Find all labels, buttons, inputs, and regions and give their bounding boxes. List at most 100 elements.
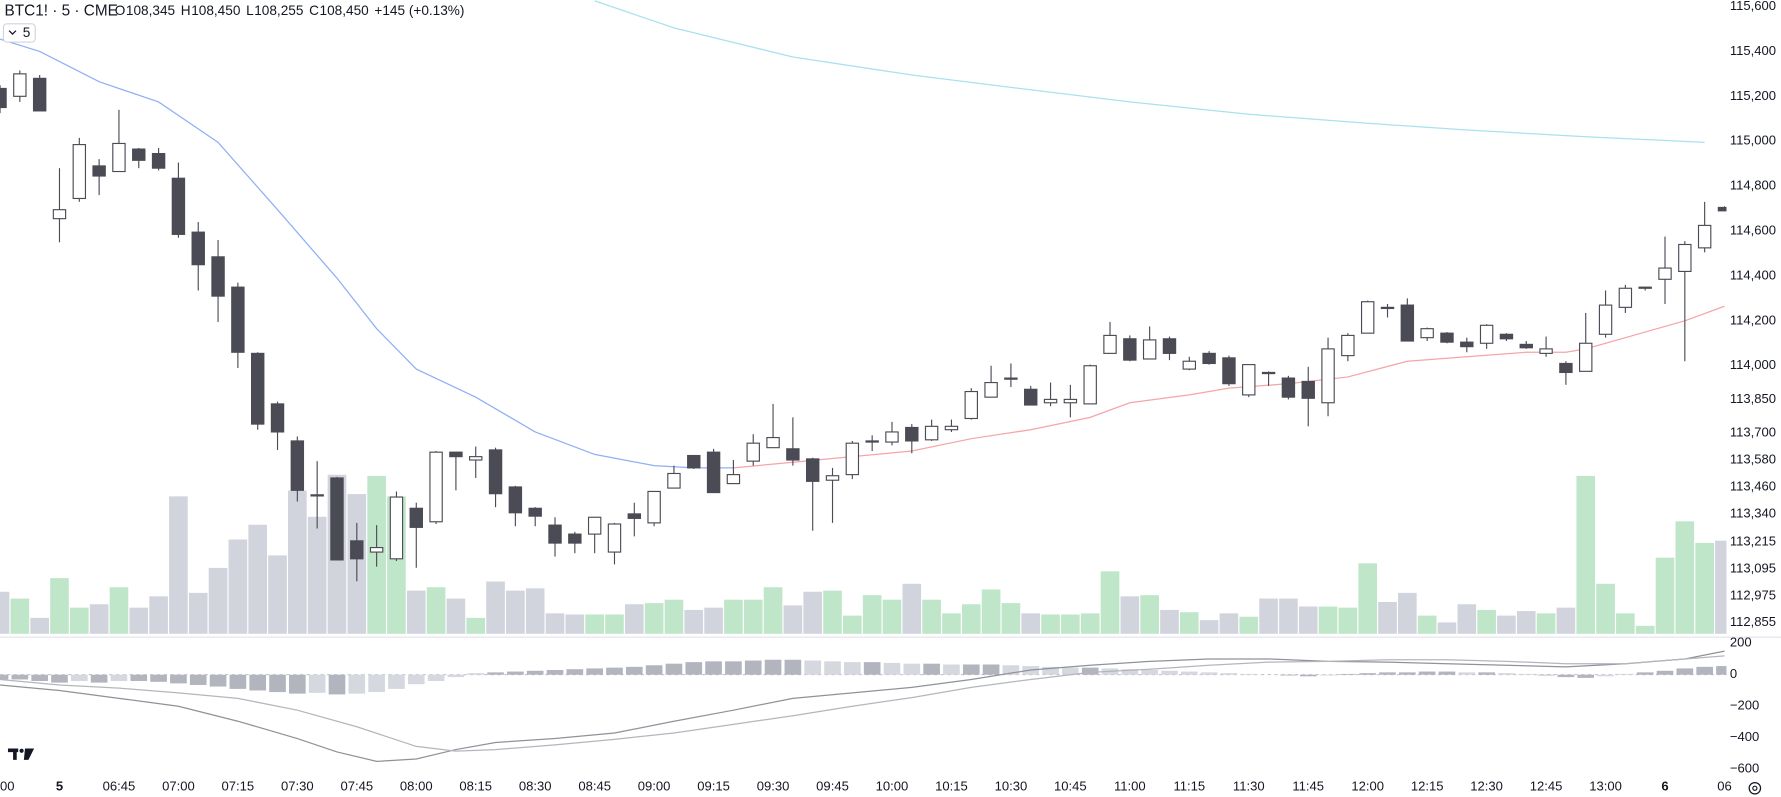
macd-histogram-bar — [1141, 669, 1158, 675]
macd-histogram-bar — [744, 660, 762, 675]
volume-bar — [1298, 606, 1318, 634]
macd-y-tick-label: −400 — [1730, 729, 1759, 744]
volume-bar — [1655, 557, 1675, 634]
macd-line — [0, 650, 1725, 763]
volume-bar — [743, 599, 763, 634]
macd-histogram-bar — [507, 671, 524, 675]
macd-histogram-bar — [606, 667, 623, 675]
macd-histogram-bar — [427, 674, 445, 682]
volume-bar — [50, 578, 69, 634]
candle-body — [449, 451, 463, 458]
volume-bar — [1695, 542, 1714, 634]
macd-histogram-bar — [1240, 673, 1258, 675]
macd-histogram-bar — [1597, 674, 1614, 677]
candle-body — [944, 425, 959, 431]
macd-histogram-bar — [1478, 672, 1495, 675]
candle-body — [627, 513, 642, 519]
macd-histogram-bar — [467, 673, 485, 675]
volume-bar — [1457, 604, 1477, 634]
candle-body — [587, 516, 602, 535]
candle-body — [488, 449, 503, 495]
x-tick-label: 12:45 — [1530, 779, 1563, 794]
candle-body — [52, 209, 67, 220]
macd-histogram-bar — [764, 659, 782, 675]
candle-body — [786, 448, 800, 461]
candle-body — [984, 381, 998, 398]
x-tick-label: 6 — [1661, 779, 1668, 794]
macd-histogram-bar — [586, 668, 603, 675]
candle-body — [687, 454, 701, 469]
x-tick-label: 00 — [0, 779, 15, 794]
volume-bar — [149, 596, 168, 634]
macd-histogram-bar — [1696, 666, 1713, 675]
volume-bar — [0, 591, 10, 634]
candle-body — [270, 403, 285, 433]
candle-body — [92, 165, 106, 177]
candle-body — [310, 494, 324, 497]
volume-bar — [902, 583, 922, 634]
y-tick-label: 113,095 — [1730, 560, 1776, 575]
volume-bar — [1675, 521, 1695, 634]
candle-body — [191, 231, 205, 266]
macd-histogram-bar — [308, 674, 326, 693]
macd-histogram-bar — [1081, 667, 1099, 675]
macd-histogram-bar — [1379, 672, 1396, 675]
volume-bar — [1358, 563, 1378, 634]
x-tick-label: 11:45 — [1292, 779, 1324, 794]
y-tick-label: 114,800 — [1730, 178, 1776, 193]
volume-bar — [1477, 609, 1496, 634]
x-tick-label: 09:30 — [757, 779, 790, 794]
macd-histogram-bar — [546, 669, 564, 675]
macd-histogram-bar — [1557, 674, 1575, 678]
candle-body — [1202, 352, 1216, 365]
volume-bar — [1616, 613, 1635, 634]
logo-part — [19, 748, 24, 753]
candle-body — [389, 496, 404, 560]
candle-body — [1261, 371, 1276, 375]
logo-part — [13, 748, 17, 760]
volume-bar — [981, 589, 1001, 634]
macd-histogram-bar — [1399, 672, 1416, 675]
volume-bar — [486, 581, 505, 634]
macd-histogram-bar — [1161, 670, 1178, 675]
y-tick-label: 114,400 — [1730, 267, 1776, 282]
macd-y-tick-label: 0 — [1730, 666, 1737, 681]
volume-bar — [208, 567, 228, 634]
candle-body — [1142, 339, 1157, 360]
macd-histogram-bar — [1517, 673, 1535, 675]
volume-bar — [724, 599, 743, 634]
candle-body — [1658, 267, 1672, 280]
volume-bar — [1715, 540, 1727, 634]
x-tick-label: 08:15 — [459, 779, 492, 794]
volume-bar — [1417, 615, 1437, 634]
volume-bar — [1516, 611, 1536, 634]
x-tick-label: 11:15 — [1173, 779, 1205, 794]
ohlc-value: 108,450 — [191, 3, 241, 18]
ohlc-label: L — [246, 3, 254, 18]
macd-histogram-bar — [447, 674, 465, 678]
candle-body — [250, 352, 265, 425]
gear-icon[interactable] — [1748, 781, 1762, 795]
macd-histogram-bar — [883, 662, 901, 675]
volume-bar — [1437, 622, 1457, 634]
interval-button-frame[interactable] — [2, 23, 36, 43]
volume-bar — [803, 591, 823, 634]
macd-histogram-bar — [824, 661, 841, 675]
settings-button[interactable] — [1748, 781, 1762, 795]
candle-body — [1063, 398, 1078, 404]
macd-histogram-bar — [1656, 670, 1674, 675]
interval-button[interactable]: 5 — [2, 23, 36, 43]
x-tick-label: 13:00 — [1589, 779, 1622, 794]
macd-histogram-bar — [1280, 674, 1297, 676]
candle-body — [330, 477, 344, 561]
macd-histogram-bar — [348, 674, 366, 694]
volume-bar — [1140, 595, 1159, 634]
tradingview-logo[interactable] — [7, 748, 35, 760]
macd-histogram-bar — [0, 674, 9, 680]
macd-histogram-bar — [249, 674, 267, 691]
volume-bar — [585, 614, 604, 634]
volume-bar — [1001, 603, 1021, 634]
volume-bar — [922, 599, 941, 634]
candle-body — [1182, 360, 1197, 370]
macd-histogram-bar — [863, 662, 881, 675]
